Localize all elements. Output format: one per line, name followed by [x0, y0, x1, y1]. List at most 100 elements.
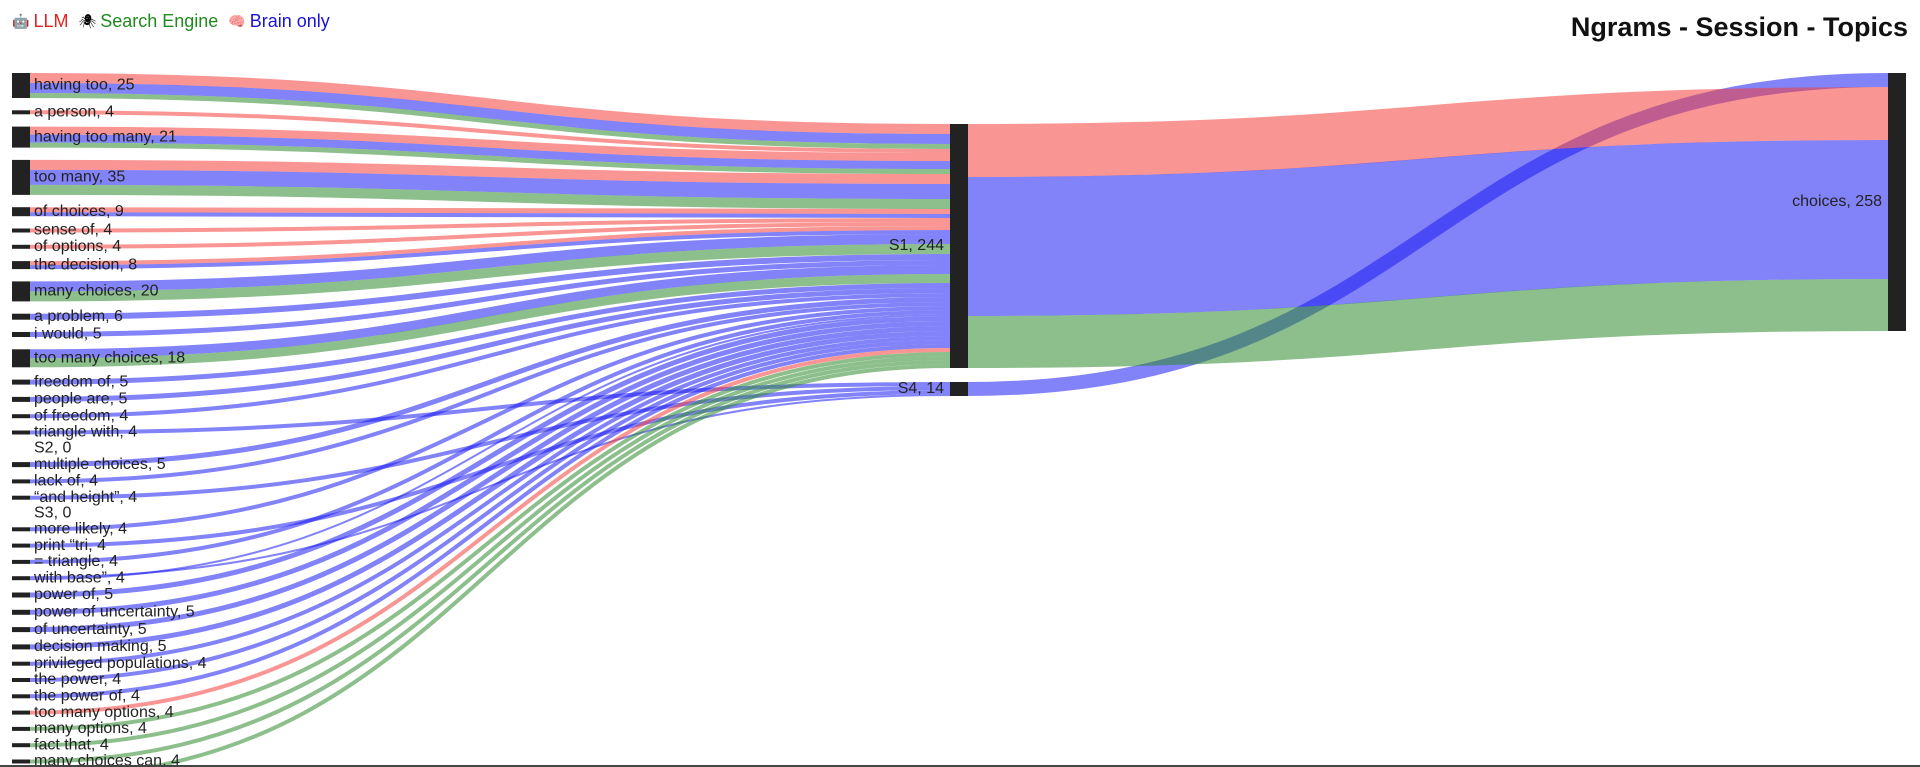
- sankey-node-label: multiple choices, 5: [34, 456, 166, 473]
- chart-title: Ngrams - Session - Topics: [1570, 12, 1908, 42]
- sankey-node-many-choices-can[interactable]: [12, 759, 30, 764]
- legend-item-brain-only[interactable]: 🧠 Brain only: [228, 11, 329, 32]
- sankey-link-lack-of-to-s1: [29, 302, 951, 484]
- sankey-node-many-choices[interactable]: [12, 281, 30, 302]
- sankey-node-power-of[interactable]: [12, 592, 30, 598]
- sankey-link-a-problem-to-s1: [29, 254, 951, 320]
- sankey-node-label: lack of, 4: [34, 473, 98, 490]
- sankey-node-having-too[interactable]: [12, 73, 30, 98]
- sankey-node-people-are[interactable]: [12, 396, 30, 402]
- sankey-link-power-of-to-s1: [29, 316, 951, 598]
- legend-item-llm[interactable]: 🤖 LLM: [12, 11, 68, 32]
- sankey-node-a-problem[interactable]: [12, 313, 30, 320]
- sankey-link-many-choices-to-s1: [29, 244, 951, 302]
- sankey-node-sense-of[interactable]: [12, 228, 30, 233]
- sankey-link-the-decision-to-s1: [29, 226, 951, 266]
- sankey-node-power-of-uncertainty[interactable]: [12, 609, 30, 615]
- sankey-node-choices[interactable]: [1888, 73, 1906, 331]
- legend-label: Search Engine: [100, 11, 219, 31]
- sankey-node-label: the power, 4: [34, 671, 121, 688]
- sankey-node-of-freedom[interactable]: [12, 414, 30, 419]
- sankey-link-power-of-uncertainty-to-s1: [29, 321, 951, 615]
- sankey-node-of-options[interactable]: [12, 244, 30, 249]
- sankey-node-lack-of[interactable]: [12, 479, 30, 484]
- sankey-node-label: print “tri, 4: [34, 537, 106, 554]
- sankey-node-print-tri[interactable]: [12, 543, 30, 548]
- sankey-node-more-likely[interactable]: [12, 527, 30, 532]
- sankey-node-label: fact that, 4: [34, 736, 109, 753]
- sankey-link-having-too-many-to-s1: [29, 126, 951, 161]
- sankey-link-too-many-options-to-s1: [29, 348, 951, 715]
- sankey-node-i-would[interactable]: [12, 332, 30, 337]
- sankey-node-label: privileged populations, 4: [34, 655, 207, 672]
- sankey-node-multiple-choices[interactable]: [12, 462, 30, 468]
- sankey-node-label: having too, 25: [34, 77, 135, 94]
- sankey-link-the-decision-to-s1: [29, 230, 951, 270]
- sankey-node-label: many choices can, 4: [34, 753, 180, 767]
- sankey-link-choices-can-to-s1: [139, 364, 951, 767]
- sankey-link-sense-of-to-s1: [29, 218, 951, 233]
- sankey-link-too-many-choices-to-s1: [29, 265, 951, 359]
- sankey-link-s1-to-choices: [967, 87, 1889, 177]
- sankey-node-many-options[interactable]: [12, 726, 30, 731]
- sankey-node-and-height[interactable]: [12, 495, 30, 500]
- sankey-node-the-power[interactable]: [12, 678, 30, 682]
- sankey-links: [29, 73, 1889, 767]
- sankey-node-with-base[interactable]: [12, 576, 30, 581]
- sankey-node-fact-that[interactable]: [12, 743, 30, 748]
- sankey-node-label: of uncertainty, 5: [34, 621, 147, 638]
- sankey-node-too-many-options[interactable]: [12, 710, 30, 715]
- sankey-node-label: the decision, 8: [34, 256, 137, 273]
- sankey-node-label: freedom of, 5: [34, 373, 128, 390]
- legend-item-search-engine[interactable]: 🕷 Search Engine: [78, 11, 218, 32]
- sankey-node-decision-making[interactable]: [12, 644, 30, 650]
- sankey-link-and-height-to-s4: [29, 386, 951, 500]
- bottom-divider: [0, 765, 1920, 767]
- sankey-node-label: = triangle, 4: [34, 553, 118, 570]
- sankey-node-the-decision[interactable]: [12, 261, 30, 270]
- sankey-node-privileged-populations[interactable]: [12, 661, 30, 666]
- sankey-node-freedom-of[interactable]: [12, 379, 30, 385]
- sankey-link-having-too-many-to-s1: [29, 142, 951, 174]
- sankey-node-label: too many, 35: [34, 169, 125, 186]
- sankey-node-label: people are, 5: [34, 391, 128, 408]
- sankey-link-of-uncertainty-to-s1: [29, 326, 951, 633]
- sankey-node-label: having too many, 21: [34, 128, 177, 145]
- sankey-link-freedom-of-to-s1: [29, 283, 951, 385]
- sankey-link-many-choices-to-s1: [29, 234, 951, 292]
- sankey-link-privileged-populations-to-s1: [29, 336, 951, 666]
- sankey-link--triangle-to-s1: [29, 310, 951, 564]
- sankey-link-too-many-to-s1: [29, 159, 951, 184]
- sankey-link-s1-to-choices: [967, 140, 1889, 316]
- sankey-link-the-power-to-s1: [29, 340, 951, 682]
- sankey-node-too-many-choices[interactable]: [12, 349, 30, 368]
- legend-label: LLM: [33, 11, 69, 31]
- sankey-node-label: many choices, 20: [34, 283, 159, 300]
- sankey-link-more-likely-to-s1: [29, 306, 951, 532]
- sankey-node-s4[interactable]: [950, 382, 968, 396]
- sankey-node-label: decision making, 5: [34, 638, 167, 655]
- sankey-node-of-uncertainty[interactable]: [12, 627, 30, 633]
- sankey-node-label: S1, 244: [889, 237, 944, 254]
- sankey-node-a-person[interactable]: [12, 110, 30, 115]
- sankey-node-s1[interactable]: [950, 124, 968, 368]
- sankey-node-having-too-many[interactable]: [12, 126, 30, 148]
- sankey-link-s1-to-choices: [967, 279, 1889, 368]
- sankey-node-label: a person, 4: [34, 104, 114, 121]
- sankey-node-the-power-of[interactable]: [12, 694, 30, 699]
- sankey-link-the-power-of-to-s1: [29, 344, 951, 699]
- sankey-link-of-options-to-s1: [29, 222, 951, 249]
- sankey-link-having-too-to-s1: [29, 93, 951, 149]
- sankey-node-of-choices[interactable]: [12, 207, 30, 217]
- sankey-link-i-would-to-s1: [29, 260, 951, 337]
- sankey-node-label: i would, 5: [34, 326, 102, 343]
- sankey-link-many-choices-can-to-s1: [29, 360, 951, 764]
- sankey-link-decision-making-to-s1: [29, 331, 951, 650]
- sankey-link-too-many-to-s1: [29, 184, 951, 209]
- sankey-link-with-base-to-s4: [29, 394, 951, 579]
- sankey-node-label: of options, 4: [34, 238, 121, 255]
- sankey-node-too-many[interactable]: [12, 159, 30, 195]
- sankey-node-triangle-with[interactable]: [12, 430, 30, 435]
- sankey-node-label: S2, 0: [34, 440, 71, 457]
- sankey-node--triangle[interactable]: [12, 559, 30, 564]
